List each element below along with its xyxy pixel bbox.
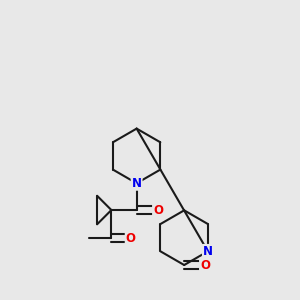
Text: O: O [153,203,163,217]
Text: N: N [132,177,142,190]
Text: O: O [200,259,210,272]
Text: N: N [203,245,213,258]
Text: O: O [126,232,136,245]
